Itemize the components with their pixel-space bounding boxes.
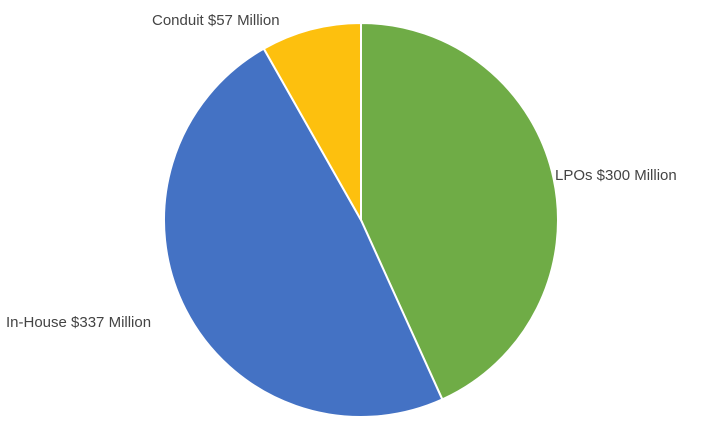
pie-slices: [163, 21, 559, 418]
slice-label-conduit: Conduit $57 Million: [152, 12, 280, 29]
pie-slice-in-house: [163, 47, 444, 418]
slice-label-in-house: In-House $337 Million: [6, 314, 151, 331]
pie-slice-lpos: [360, 21, 559, 401]
pie-labels: LPOs $300 Million In-House $337 Million …: [6, 12, 677, 331]
pie-slice-conduit: [262, 21, 362, 224]
slice-label-lpos: LPOs $300 Million: [555, 167, 677, 184]
